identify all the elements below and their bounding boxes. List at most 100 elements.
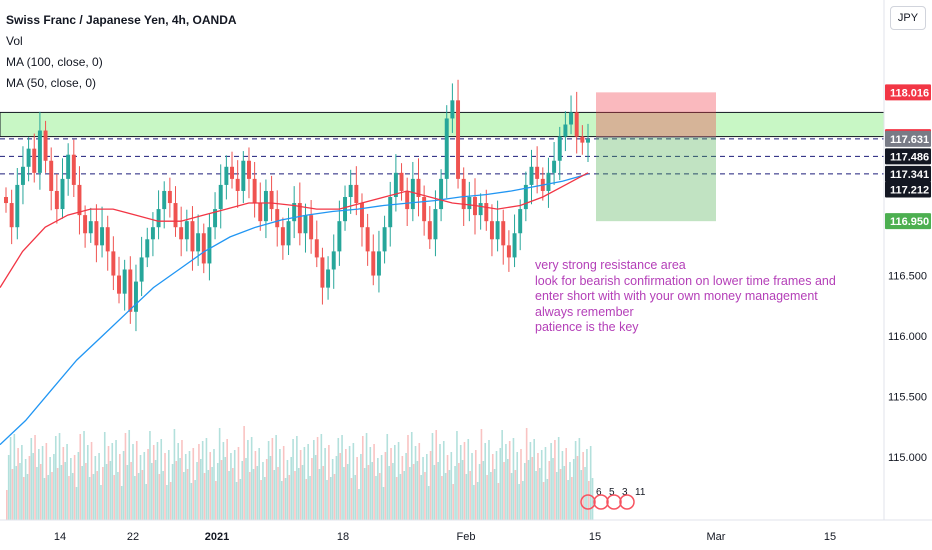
candle-body	[77, 184, 82, 216]
volume-bar	[525, 428, 528, 520]
time-tick-label: 18	[337, 531, 349, 543]
price-label-bg	[885, 165, 931, 182]
candle-body	[382, 227, 387, 252]
volume-bar	[314, 455, 317, 520]
event-circle[interactable]	[619, 494, 635, 510]
volume-bar	[190, 483, 193, 520]
volume-bar	[529, 442, 532, 520]
volume-bar	[111, 443, 114, 520]
event-count[interactable]: 11	[635, 487, 646, 498]
ma100-line	[0, 173, 589, 446]
candle-body	[128, 269, 133, 312]
volume-bar	[279, 449, 281, 520]
volume-bar	[134, 476, 136, 520]
volume-bar	[527, 460, 530, 520]
candle-body	[275, 209, 280, 228]
legend-vol[interactable]: Vol	[6, 34, 23, 48]
candle-body	[26, 148, 31, 167]
candle-body	[495, 221, 500, 240]
volume-bar	[523, 463, 526, 520]
volume-bar	[166, 485, 168, 520]
price-label-bg	[885, 84, 931, 101]
volume-bar	[328, 445, 330, 520]
event-circle[interactable]	[580, 494, 596, 510]
volume-bar	[486, 475, 488, 520]
volume-bar	[329, 477, 332, 520]
volume-bar	[68, 476, 70, 520]
volume-bar	[471, 453, 473, 520]
candle-body	[518, 209, 523, 234]
volume-bar	[28, 456, 31, 520]
volume-bar	[459, 445, 462, 520]
volume-bar	[567, 480, 569, 520]
volume-bar	[463, 442, 466, 520]
candle-body	[190, 221, 195, 252]
legend-ma50[interactable]: MA (50, close, 0)	[6, 76, 97, 90]
short-position-tool[interactable]	[596, 92, 716, 222]
volume-bar	[183, 472, 185, 520]
event-circle[interactable]	[593, 494, 609, 510]
event-count[interactable]: 6	[596, 487, 602, 498]
volume-bar	[444, 473, 447, 520]
volume-bar	[71, 473, 74, 520]
volume-bar	[243, 426, 245, 520]
volume-bar	[260, 480, 262, 520]
volume-bar	[544, 447, 547, 520]
volume-bar	[60, 465, 63, 520]
volume-bar	[36, 467, 38, 520]
volume-bar	[522, 481, 524, 520]
volume-bar	[409, 467, 411, 520]
volume-bar	[371, 462, 373, 520]
volume-bar	[507, 459, 509, 520]
annotation-line-5: patience is the key	[535, 320, 639, 334]
event-count[interactable]: 5	[609, 487, 615, 498]
volume-bar	[17, 448, 19, 520]
volume-bar	[571, 477, 573, 520]
candle-body	[133, 281, 138, 312]
volume-bar	[254, 451, 257, 520]
volume-bar	[173, 429, 176, 520]
volume-bar	[586, 449, 588, 520]
volume-bar	[427, 486, 430, 520]
volume-bar	[333, 474, 336, 520]
legend-ma100[interactable]: MA (100, close, 0)	[6, 55, 103, 69]
volume-bar	[175, 461, 178, 520]
volume-bar	[356, 457, 358, 520]
volume-bar	[388, 466, 390, 520]
volume-bar	[497, 483, 500, 520]
volume-bar	[554, 440, 556, 520]
volume-bar	[589, 446, 592, 520]
volume-bar	[215, 481, 217, 520]
volume-bar	[247, 440, 249, 520]
event-circle[interactable]	[606, 494, 622, 510]
volume-bar	[130, 462, 132, 520]
candle-body	[54, 190, 59, 210]
volume-bar	[394, 445, 396, 520]
stop-loss-zone[interactable]	[596, 92, 716, 138]
volume-bar	[66, 444, 68, 520]
volume-bar	[405, 453, 407, 520]
currency-button[interactable]: JPY	[890, 6, 926, 30]
volume-bar	[47, 475, 50, 520]
volume-bar	[273, 470, 276, 520]
volume-bar	[30, 438, 33, 520]
volume-bar	[177, 443, 179, 520]
volume-bar	[331, 459, 334, 520]
candle-body	[365, 227, 370, 252]
volume-bar	[392, 463, 394, 520]
time-tick-label: 14	[54, 531, 66, 543]
event-count[interactable]: 3	[622, 487, 628, 498]
events-badge[interactable]: 6 5 3 11	[580, 487, 646, 510]
candle-body	[43, 130, 48, 161]
volume-bar	[572, 459, 575, 520]
volume-bar	[167, 450, 170, 520]
volume-bar	[90, 442, 93, 520]
candle-body	[557, 136, 562, 161]
take-profit-zone[interactable]	[596, 137, 716, 222]
candle-body	[9, 203, 14, 228]
volume-bar	[213, 449, 215, 520]
volume-bar	[501, 430, 503, 520]
candle-body	[331, 251, 336, 270]
price-label-level: 117.341	[890, 169, 929, 181]
